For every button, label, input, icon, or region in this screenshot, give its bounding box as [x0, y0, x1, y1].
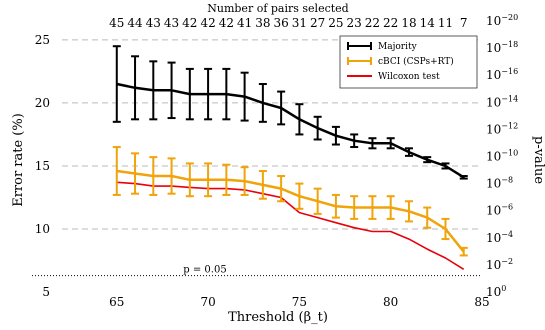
y-tick-label: 20 — [35, 96, 50, 110]
y-axis-label: Error rate (%) — [11, 113, 26, 207]
series-line — [117, 171, 464, 252]
y2-tick-label: 10−8 — [486, 176, 513, 191]
y2-tick-label: 10−20 — [486, 13, 518, 28]
top-tick-label: 7 — [460, 16, 468, 30]
top-tick-label: 42 — [200, 16, 215, 30]
top-tick-label: 31 — [292, 16, 307, 30]
series-cbci-csps-rt — [113, 147, 468, 255]
y2-tick-label: 10−4 — [486, 230, 513, 245]
top-tick-label: 42 — [182, 16, 197, 30]
top-tick-label: 22 — [365, 16, 380, 30]
top-tick-label: 22 — [383, 16, 398, 30]
y2-tick-label: 10−2 — [486, 257, 513, 272]
x-tick-label: 75 — [292, 295, 307, 309]
y2-tick-label: 10−6 — [486, 203, 513, 218]
top-axis-label: Number of pairs selected — [207, 2, 348, 15]
top-tick-label: 23 — [347, 16, 362, 30]
top-tick-label: 45 — [109, 16, 124, 30]
y2-tick-label: 10−16 — [486, 67, 518, 82]
y-tick-label: 10 — [35, 222, 50, 236]
legend-label: Wilcoxon test — [378, 72, 440, 82]
series-line — [117, 84, 464, 177]
x-tick-label: 80 — [383, 295, 398, 309]
series-wilcoxon-test — [117, 182, 464, 269]
top-tick-label: 44 — [127, 16, 143, 30]
series-line — [117, 182, 464, 269]
top-tick-label: 25 — [328, 16, 343, 30]
top-tick-label: 14 — [420, 16, 436, 30]
top-tick-label: 27 — [310, 16, 325, 30]
y2-axis-label: p-value — [531, 136, 545, 184]
y-tick-label: 5 — [42, 285, 50, 299]
top-tick-label: 11 — [438, 16, 453, 30]
x-axis-label: Threshold (β_t) — [228, 310, 328, 325]
top-tick-label: 43 — [164, 16, 179, 30]
top-tick-label: 43 — [146, 16, 161, 30]
top-tick-label: 38 — [255, 16, 270, 30]
y-tick-label: 15 — [35, 159, 50, 173]
top-tick-label: 18 — [401, 16, 416, 30]
x-tick-label: 65 — [109, 295, 124, 309]
y2-tick-label: 10−18 — [486, 40, 518, 55]
y2-tick-label: 100 — [486, 284, 506, 299]
y2-ticks: 100 10−2 10−4 10−6 10−8 10−10 10−12 10−14 10−16 1… — [486, 13, 518, 299]
threshold-label: p = 0.05 — [183, 265, 226, 276]
legend-label: cBCI (CSPs+RT) — [378, 56, 454, 67]
y2-tick-label: 10−14 — [486, 94, 518, 109]
x-tick-label: 70 — [200, 295, 215, 309]
legend: Majority cBCI (CSPs+RT) Wilcoxon test — [340, 36, 477, 88]
x-ticks: 65 70 75 80 85 — [109, 295, 489, 309]
top-ticks: 45 44 43 43 42 42 42 41 38 36 31 27 25 23 22 22 18 14 11 7 — [109, 16, 467, 30]
y2-tick-label: 10−12 — [486, 121, 518, 136]
y2-tick-label: 10−10 — [486, 149, 518, 164]
top-tick-label: 36 — [273, 16, 288, 30]
top-tick-label: 41 — [237, 16, 252, 30]
legend-label: Majority — [378, 42, 418, 52]
y-tick-label: 25 — [35, 33, 50, 47]
threshold-line: p = 0.05 — [32, 265, 482, 276]
y-ticks: 5 10 15 20 25 — [35, 33, 50, 299]
top-tick-label: 42 — [219, 16, 234, 30]
